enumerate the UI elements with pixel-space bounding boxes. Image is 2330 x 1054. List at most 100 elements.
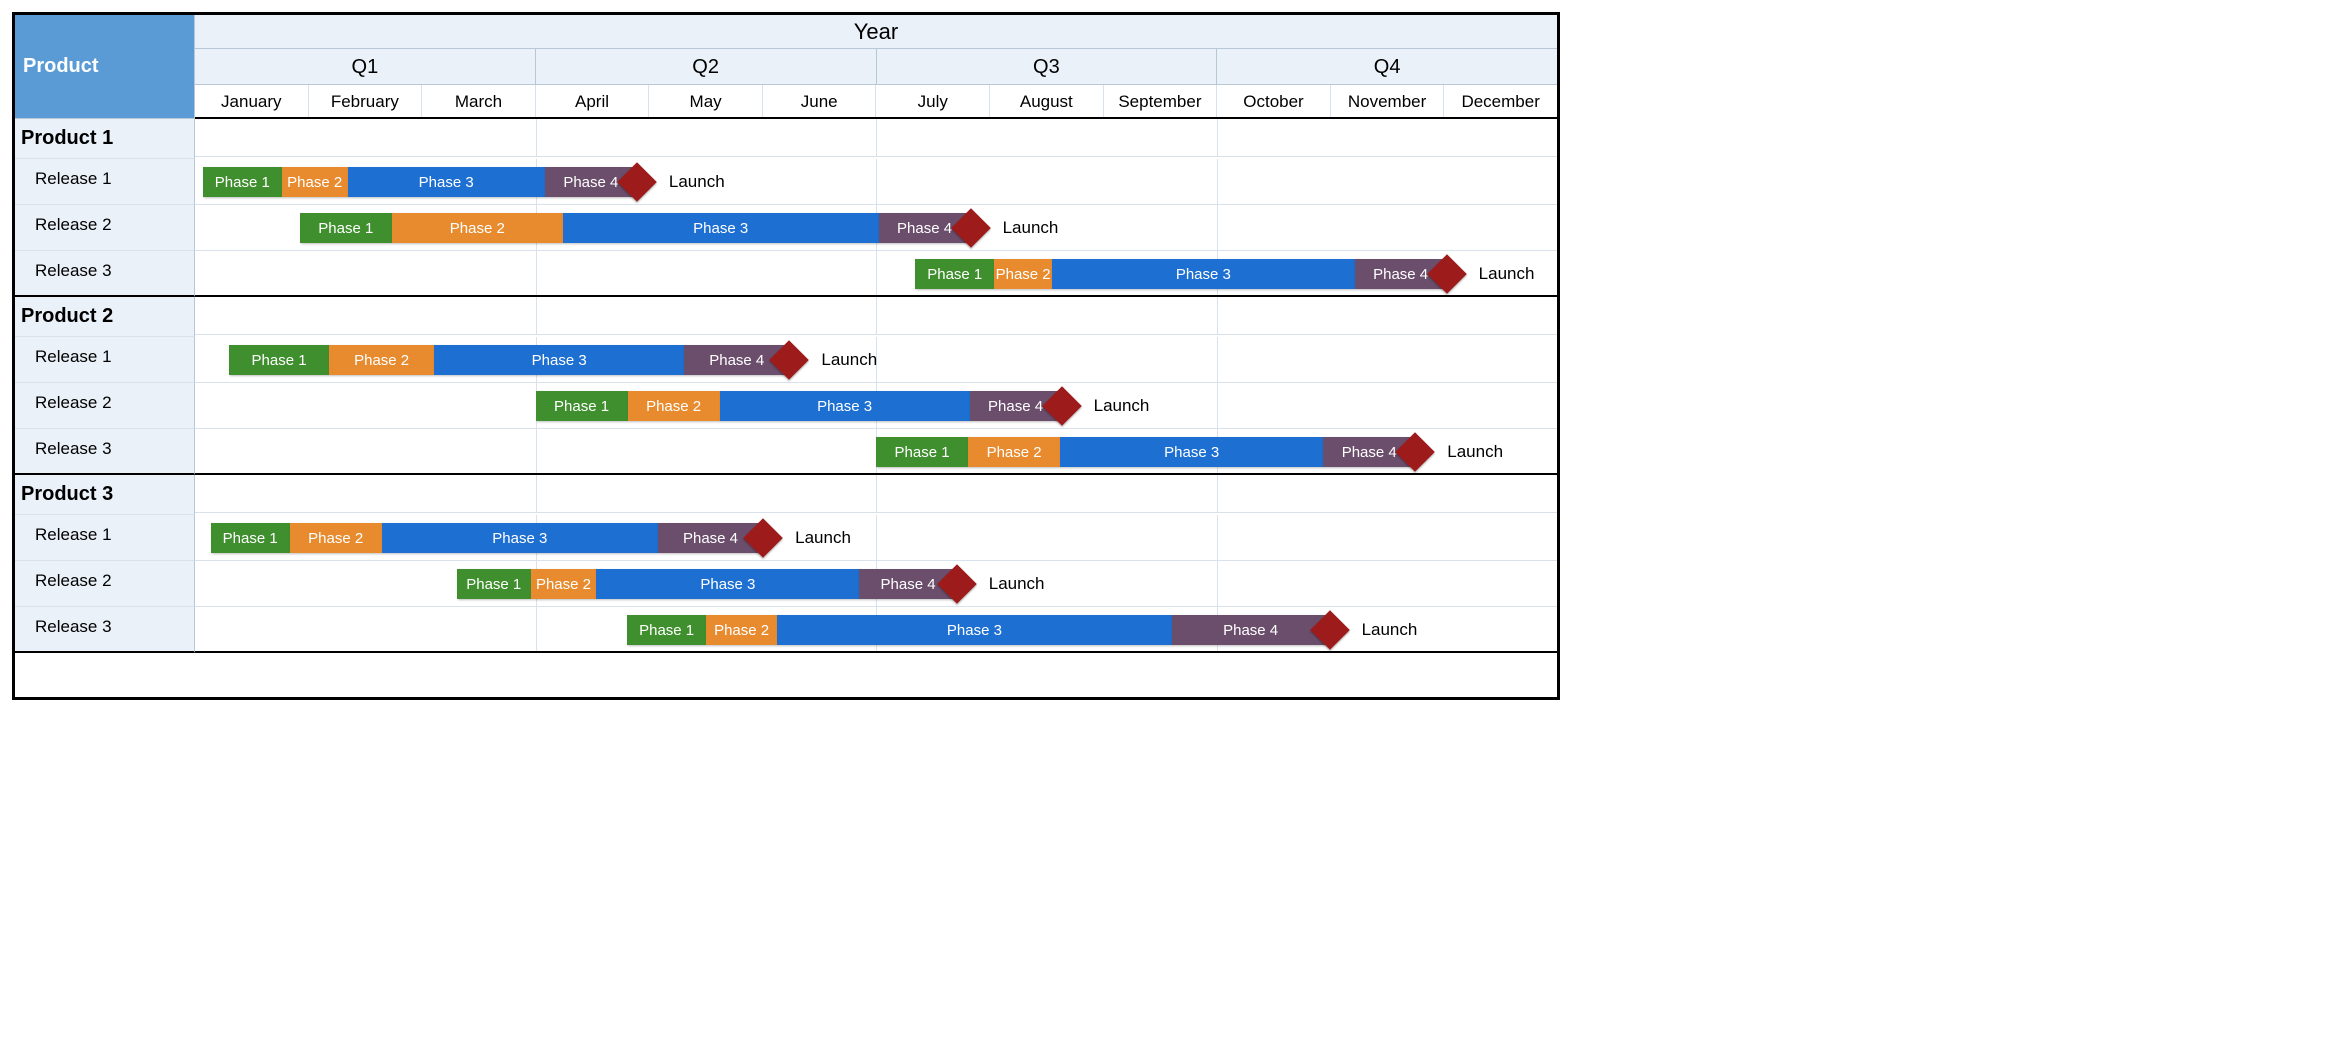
release-name: Release 1 [15,515,195,561]
quarters-row: Q1 Q2 Q3 Q4 [195,49,1557,85]
release-row: Release 3 Phase 1Phase 2Phase 3Phase 4 Lau… [15,607,1557,653]
gantt-chart: Product Year Q1 Q2 Q3 Q4 January Februar… [12,12,1560,700]
release-track-area: Phase 1Phase 2Phase 3Phase 4Launch [195,205,1557,251]
phase-bar-p4: Phase 4 [1172,615,1330,645]
phase-bar-p3: Phase 3 [563,213,879,243]
phase-bar-p3: Phase 3 [382,523,658,553]
release-row: Release 3 Phase 1Phase 2Phase 3Phase 4Lau… [15,429,1557,475]
launch-label: Launch [1362,620,1418,640]
release-track-area: Phase 1Phase 2Phase 3Phase 4Launch [195,561,1557,607]
product-title-row: Product 2 [15,297,1557,337]
gantt-track: Phase 1Phase 2Phase 3Phase 4Launch [300,213,1059,243]
month-cell: November [1331,85,1445,117]
phase-bar-p3: Phase 3 [596,569,859,599]
phase-bar-p3: Phase 3 [434,345,684,375]
phase-bar-p1: Phase 1 [457,569,531,599]
gantt-track: Phase 1Phase 2Phase 3Phase 4Launch [229,345,877,375]
phase-bar-p3: Phase 3 [1052,259,1355,289]
phase-bar-p1: Phase 1 [203,167,282,197]
gantt-track: Phase 1Phase 2Phase 3Phase 4Launch [211,523,851,553]
month-cell: May [649,85,763,117]
release-name: Release 2 [15,205,195,251]
phase-bar-p1: Phase 1 [211,523,290,553]
gantt-track: Phase 1Phase 2Phase 3Phase 4Launch [203,167,725,197]
gantt-track: Phase 1Phase 2Phase 3Phase 4Launch [915,259,1534,289]
phase-bar-p2: Phase 2 [531,569,597,599]
month-cell: February [309,85,423,117]
release-name: Release 3 [15,607,195,653]
release-row: Release 2Phase 1Phase 2Phase 3Phase 4Lau… [15,561,1557,607]
phase-bar-p3: Phase 3 [1060,437,1323,467]
release-track-area: Phase 1Phase 2Phase 3Phase 4Launch [195,429,1557,475]
month-cell: December [1444,85,1557,117]
phase-bar-p2: Phase 2 [329,345,434,375]
release-name: Release 3 [15,251,195,297]
release-name: Release 1 [15,159,195,205]
release-row: Release 1 Phase 1Phase 2Phase 3Phase 4Lau… [15,159,1557,205]
release-name: Release 2 [15,383,195,429]
launch-label: Launch [989,574,1045,594]
quarter-q2: Q2 [536,49,877,84]
quarter-q4: Q4 [1217,49,1557,84]
product-column-header: Product [15,15,195,119]
year-header: Year [195,15,1557,49]
timeline-header: Year Q1 Q2 Q3 Q4 January February March … [195,15,1557,119]
release-name: Release 2 [15,561,195,607]
phase-bar-p1: Phase 1 [915,259,994,289]
phase-bar-p2: Phase 2 [392,213,563,243]
release-track-area: Phase 1Phase 2Phase 3Phase 4Launch [195,251,1557,297]
quarter-q3: Q3 [877,49,1218,84]
month-cell: July [876,85,990,117]
gantt-track: Phase 1Phase 2Phase 3Phase 4 Launch [627,615,1417,645]
phase-bar-p2: Phase 2 [968,437,1060,467]
launch-label: Launch [795,528,851,548]
phase-bar-p1: Phase 1 [536,391,628,421]
launch-label: Launch [1094,396,1150,416]
phase-bar-p3: Phase 3 [720,391,970,421]
release-row: Release 1 Phase 1Phase 2Phase 3Phase 4Lau… [15,515,1557,561]
release-row: Release 3 Phase 1Phase 2Phase 3Phase 4Lau… [15,251,1557,297]
launch-label: Launch [1003,218,1059,238]
phase-bar-p1: Phase 1 [876,437,968,467]
phase-bar-p2: Phase 2 [282,167,348,197]
product-name: Product 2 [15,297,195,337]
release-row: Release 2Phase 1Phase 2Phase 3Phase 4Lau… [15,383,1557,429]
month-cell: June [763,85,877,117]
gantt-body: Product 1Release 1Phase 1Phase 2Phase 3P… [15,119,1557,653]
launch-label: Launch [1479,264,1535,284]
month-cell: January [195,85,309,117]
quarter-q1: Q1 [195,49,536,84]
month-cell: March [422,85,536,117]
release-name: Release 3 [15,429,195,475]
month-cell: April [536,85,650,117]
footer-spacer [15,653,1557,697]
phase-bar-p1: Phase 1 [229,345,329,375]
launch-label: Launch [669,172,725,192]
header: Product Year Q1 Q2 Q3 Q4 January Februar… [15,15,1557,119]
release-track-area: Phase 1Phase 2Phase 3Phase 4Launch [195,383,1557,429]
product-title-row: Product 1 [15,119,1557,159]
phase-bar-p2: Phase 2 [706,615,777,645]
release-row: Release 1Phase 1Phase 2Phase 3Phase 4Lau… [15,337,1557,383]
gantt-track: Phase 1Phase 2Phase 3Phase 4Launch [876,437,1503,467]
product-timeline-spacer [195,119,1557,157]
phase-bar-p3: Phase 3 [348,167,545,197]
release-track-area: Phase 1Phase 2Phase 3Phase 4Launch [195,159,1557,205]
phase-bar-p1: Phase 1 [627,615,706,645]
product-header-label: Product [23,55,99,78]
phase-bar-p2: Phase 2 [994,259,1052,289]
phase-bar-p2: Phase 2 [290,523,382,553]
product-timeline-spacer [195,297,1557,335]
phase-bar-p3: Phase 3 [777,615,1172,645]
release-track-area: Phase 1Phase 2Phase 3Phase 4Launch [195,515,1557,561]
month-cell: September [1104,85,1218,117]
month-cell: October [1217,85,1331,117]
months-row: January February March April May June Ju… [195,85,1557,119]
month-cell: August [990,85,1104,117]
release-track-area: Phase 1Phase 2Phase 3Phase 4 Launch [195,607,1557,653]
launch-label: Launch [821,350,877,370]
product-timeline-spacer [195,475,1557,513]
release-row: Release 2 Phase 1Phase 2Phase 3Phase 4Lau… [15,205,1557,251]
phase-bar-p2: Phase 2 [628,391,720,421]
product-name: Product 1 [15,119,195,159]
